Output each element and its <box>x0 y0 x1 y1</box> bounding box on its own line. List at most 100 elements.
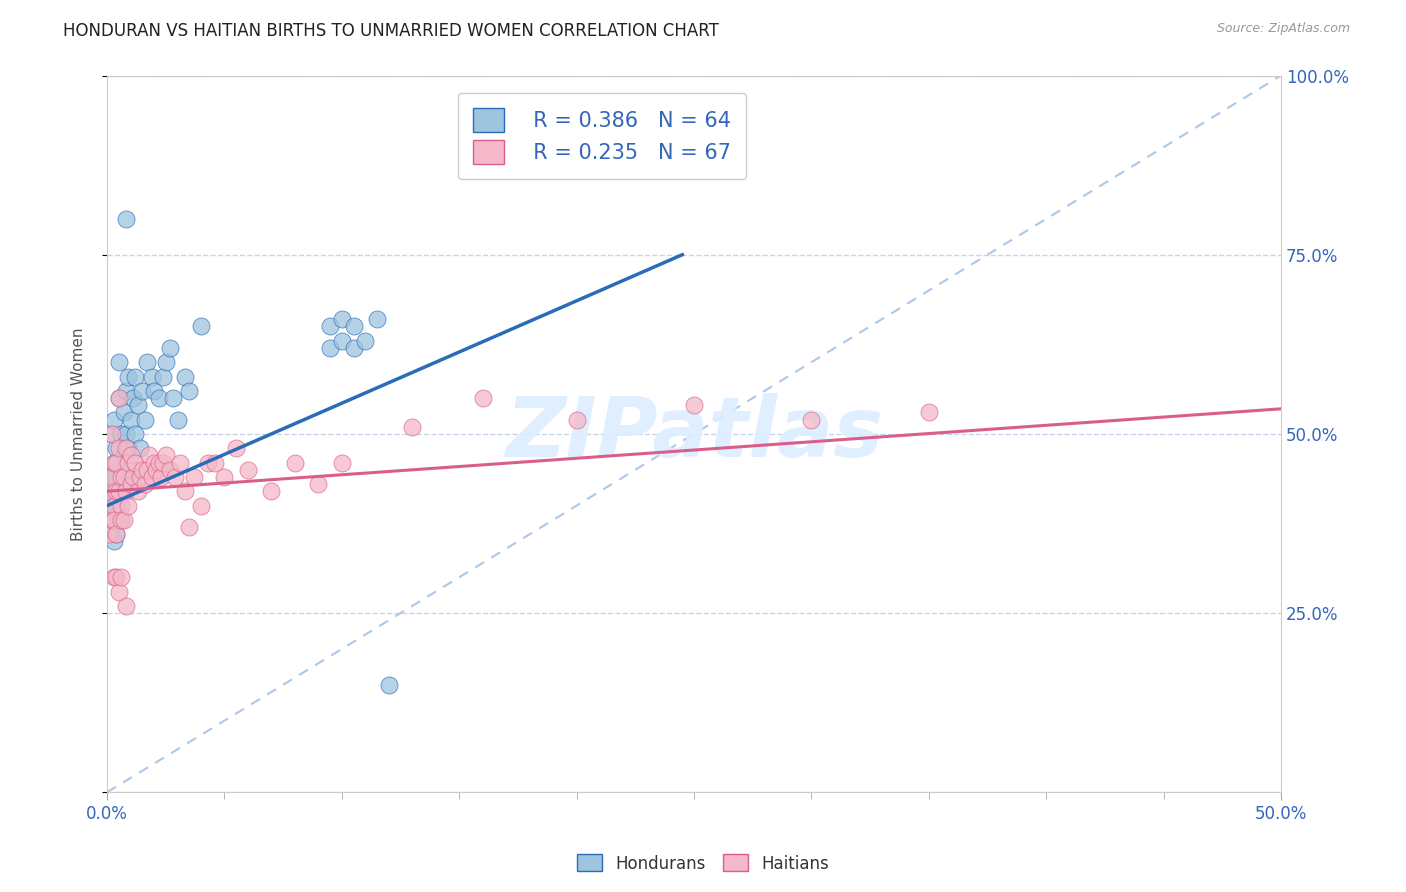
Point <box>155 355 177 369</box>
Point <box>342 341 364 355</box>
Point <box>103 412 125 426</box>
Point <box>103 484 125 499</box>
Point <box>162 391 184 405</box>
Point <box>112 470 135 484</box>
Point <box>129 470 152 484</box>
Point <box>115 599 138 613</box>
Point <box>117 499 139 513</box>
Point <box>143 456 166 470</box>
Point <box>100 520 122 534</box>
Point <box>260 484 283 499</box>
Point <box>159 463 181 477</box>
Point <box>110 426 132 441</box>
Point <box>117 456 139 470</box>
Point <box>115 484 138 499</box>
Point <box>100 426 122 441</box>
Point <box>131 463 153 477</box>
Point <box>150 470 173 484</box>
Point <box>103 513 125 527</box>
Point <box>105 442 128 456</box>
Point <box>127 484 149 499</box>
Point <box>100 470 122 484</box>
Point <box>378 678 401 692</box>
Point <box>112 477 135 491</box>
Point <box>284 456 307 470</box>
Point <box>166 412 188 426</box>
Point <box>110 499 132 513</box>
Point <box>122 391 145 405</box>
Point <box>366 312 388 326</box>
Point <box>110 513 132 527</box>
Point <box>225 442 247 456</box>
Point <box>103 456 125 470</box>
Point <box>98 484 121 499</box>
Point <box>108 484 131 499</box>
Point <box>354 334 377 348</box>
Point <box>129 442 152 456</box>
Point <box>105 456 128 470</box>
Point <box>117 369 139 384</box>
Point <box>471 391 494 405</box>
Point <box>100 463 122 477</box>
Point <box>105 470 128 484</box>
Point <box>169 456 191 470</box>
Point <box>307 477 329 491</box>
Point <box>143 384 166 398</box>
Point <box>159 341 181 355</box>
Point <box>138 449 160 463</box>
Point <box>110 470 132 484</box>
Point <box>330 312 353 326</box>
Text: Source: ZipAtlas.com: Source: ZipAtlas.com <box>1216 22 1350 36</box>
Point <box>110 570 132 584</box>
Point <box>120 477 142 491</box>
Point <box>105 477 128 491</box>
Point <box>112 449 135 463</box>
Point <box>100 426 122 441</box>
Point <box>401 419 423 434</box>
Point <box>127 398 149 412</box>
Y-axis label: Births to Unmarried Women: Births to Unmarried Women <box>72 327 86 541</box>
Point <box>190 319 212 334</box>
Point <box>152 369 174 384</box>
Point <box>179 520 201 534</box>
Point <box>103 534 125 549</box>
Point <box>98 499 121 513</box>
Point <box>108 584 131 599</box>
Point <box>145 463 167 477</box>
Point <box>112 513 135 527</box>
Point <box>108 442 131 456</box>
Point <box>105 499 128 513</box>
Point <box>108 355 131 369</box>
Point <box>173 369 195 384</box>
Point <box>214 470 236 484</box>
Point <box>108 391 131 405</box>
Point <box>173 484 195 499</box>
Point <box>110 513 132 527</box>
Point <box>105 570 128 584</box>
Point <box>134 477 156 491</box>
Point <box>179 384 201 398</box>
Point <box>112 405 135 419</box>
Point <box>108 484 131 499</box>
Point <box>330 456 353 470</box>
Point <box>148 456 170 470</box>
Point <box>120 449 142 463</box>
Point <box>204 456 226 470</box>
Point <box>110 463 132 477</box>
Point <box>342 319 364 334</box>
Point <box>319 341 342 355</box>
Point <box>115 484 138 499</box>
Point <box>141 369 163 384</box>
Point <box>103 499 125 513</box>
Point <box>103 456 125 470</box>
Point <box>115 442 138 456</box>
Point <box>124 369 146 384</box>
Point <box>155 449 177 463</box>
Point <box>120 412 142 426</box>
Point <box>236 463 259 477</box>
Point <box>98 527 121 541</box>
Point <box>122 470 145 484</box>
Point <box>148 391 170 405</box>
Text: ZIPatlas: ZIPatlas <box>505 393 883 475</box>
Point <box>165 470 187 484</box>
